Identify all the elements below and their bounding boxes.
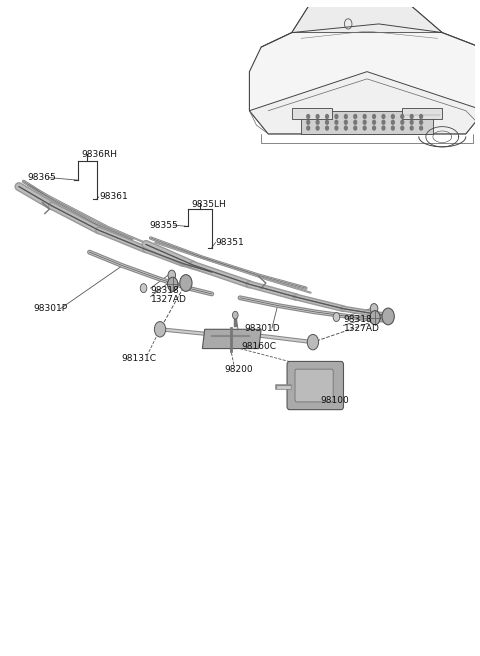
Circle shape: [325, 120, 328, 124]
Polygon shape: [301, 111, 433, 134]
Polygon shape: [402, 108, 442, 119]
Circle shape: [316, 126, 319, 130]
Polygon shape: [475, 47, 480, 57]
Circle shape: [420, 126, 422, 130]
Circle shape: [335, 126, 338, 130]
Polygon shape: [292, 108, 332, 119]
Circle shape: [410, 120, 413, 124]
Circle shape: [420, 115, 422, 119]
Circle shape: [345, 126, 347, 130]
Text: 98365: 98365: [27, 173, 56, 182]
Circle shape: [370, 304, 378, 314]
Circle shape: [382, 120, 385, 124]
Circle shape: [180, 275, 192, 291]
Text: 9835LH: 9835LH: [191, 200, 226, 209]
Circle shape: [345, 120, 347, 124]
Text: 98355: 98355: [150, 220, 179, 230]
Circle shape: [370, 311, 380, 325]
Circle shape: [382, 308, 394, 325]
Circle shape: [354, 115, 357, 119]
Polygon shape: [250, 24, 480, 134]
Circle shape: [307, 126, 310, 130]
Circle shape: [335, 120, 338, 124]
Circle shape: [168, 277, 178, 291]
Circle shape: [325, 126, 328, 130]
Circle shape: [372, 120, 375, 124]
Circle shape: [168, 270, 176, 280]
Circle shape: [392, 115, 394, 119]
Circle shape: [307, 115, 310, 119]
Circle shape: [401, 115, 404, 119]
Circle shape: [307, 335, 319, 350]
Text: 9836RH: 9836RH: [82, 150, 118, 159]
FancyBboxPatch shape: [295, 369, 333, 402]
Circle shape: [382, 126, 385, 130]
Polygon shape: [250, 72, 480, 134]
Text: 1327AD: 1327AD: [344, 323, 379, 333]
Text: 1327AD: 1327AD: [151, 295, 187, 304]
Circle shape: [420, 120, 422, 124]
Circle shape: [307, 120, 310, 124]
Circle shape: [410, 115, 413, 119]
Circle shape: [335, 115, 338, 119]
Circle shape: [392, 120, 394, 124]
Circle shape: [382, 115, 385, 119]
Circle shape: [363, 115, 366, 119]
Text: 98301D: 98301D: [245, 323, 280, 333]
Circle shape: [363, 120, 366, 124]
Text: 98351: 98351: [216, 238, 244, 247]
Circle shape: [333, 312, 340, 321]
Circle shape: [354, 120, 357, 124]
Text: 98200: 98200: [224, 365, 252, 375]
Circle shape: [372, 115, 375, 119]
Text: 98160C: 98160C: [241, 342, 276, 350]
Circle shape: [354, 126, 357, 130]
Circle shape: [401, 126, 404, 130]
Text: 98361: 98361: [99, 192, 128, 201]
Circle shape: [232, 312, 238, 319]
Circle shape: [325, 115, 328, 119]
Circle shape: [363, 126, 366, 130]
Circle shape: [392, 126, 394, 130]
Circle shape: [316, 120, 319, 124]
Circle shape: [140, 283, 147, 293]
Text: 98100: 98100: [320, 396, 348, 405]
Circle shape: [345, 115, 347, 119]
FancyBboxPatch shape: [287, 361, 344, 409]
Circle shape: [155, 321, 166, 337]
Text: 98131C: 98131C: [121, 354, 156, 363]
Text: 98318: 98318: [151, 286, 180, 295]
Text: 98318: 98318: [344, 315, 372, 324]
Polygon shape: [292, 0, 442, 33]
Circle shape: [410, 126, 413, 130]
Polygon shape: [203, 329, 261, 348]
Circle shape: [372, 126, 375, 130]
Text: 98301P: 98301P: [33, 304, 67, 313]
Circle shape: [401, 120, 404, 124]
Circle shape: [316, 115, 319, 119]
